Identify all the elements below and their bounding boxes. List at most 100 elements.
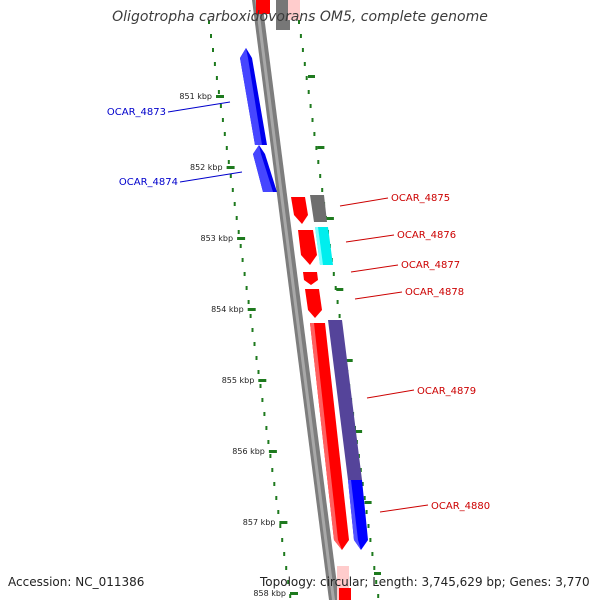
leader-ocar-4874 — [179, 171, 243, 183]
ruler-dot-left — [227, 160, 230, 164]
ruler-dot-right — [309, 104, 312, 108]
ruler-major-tick — [216, 95, 224, 98]
ruler-dot-right — [307, 90, 310, 94]
ruler-major-tick-right — [308, 75, 315, 78]
ruler-dot-left — [273, 482, 276, 486]
ruler-label: 854 kbp — [211, 305, 244, 314]
ruler-dot-left — [253, 342, 256, 346]
gene-partial-top-pink — [288, 0, 300, 20]
accession-text: Accession: NC_011386 — [8, 575, 145, 589]
gene-left-red-5-shade — [310, 323, 342, 550]
gene-label-ocar-4878[interactable]: OCAR_4878 — [405, 287, 464, 298]
ruler-major-tick-right — [345, 359, 353, 362]
ruler-dot-left — [277, 510, 280, 514]
gene-label-ocar-4880[interactable]: OCAR_4880 — [431, 501, 490, 512]
ruler-dot-left — [239, 244, 242, 248]
ruler-major-tick-right — [364, 501, 372, 504]
ruler-dot-left — [247, 300, 250, 304]
gene-label-ocar-4874[interactable]: OCAR_4874 — [119, 177, 178, 188]
ruler-dot-right — [359, 468, 362, 472]
ruler-dot-right — [334, 286, 337, 290]
ruler-dot-right — [321, 188, 324, 192]
ruler-label: 856 kbp — [232, 447, 265, 456]
gene-left-red-2[interactable] — [298, 230, 317, 265]
ruler-dot-left — [231, 188, 234, 192]
leader-ocar-4880 — [379, 504, 429, 513]
ruler-major-tick — [247, 308, 256, 311]
ruler-major-tick — [268, 450, 277, 453]
gene-label-ocar-4875[interactable]: OCAR_4875 — [391, 193, 450, 204]
leader-ocar-4875 — [339, 197, 389, 207]
ruler-dot-left — [223, 132, 226, 136]
gene-partial-top-red — [256, 0, 270, 14]
ruler-dot-right — [363, 496, 366, 500]
ruler-dot-left — [271, 468, 274, 472]
leader-ocar-4876 — [345, 234, 395, 243]
gene-label-ocar-4873[interactable]: OCAR_4873 — [107, 107, 166, 118]
gene-label-ocar-4877[interactable]: OCAR_4877 — [401, 260, 460, 271]
ruler-dot-left — [208, 20, 210, 24]
ruler-dot-left — [225, 146, 228, 150]
ruler-dot-left — [283, 552, 286, 556]
ruler-dot-right — [377, 594, 380, 598]
gene-partial-top-gray — [276, 0, 290, 30]
genome-title: Oligotropha carboxidovorans OM5, complet… — [112, 9, 488, 25]
ruler-dot-right — [303, 62, 306, 66]
gene-ocar-4879[interactable] — [328, 320, 362, 480]
ruler-dot-right — [305, 76, 308, 80]
gene-ocar-4875[interactable] — [310, 195, 327, 222]
gene-ocar-4880-shade — [348, 480, 361, 550]
ruler-dot-right — [375, 580, 378, 584]
ruler-dot-right — [317, 160, 320, 164]
ruler-dot-right — [313, 132, 316, 136]
ruler-dot-left — [245, 286, 248, 290]
ruler-dot-left — [257, 370, 260, 374]
ruler-major-tick — [226, 166, 235, 169]
ruler-dot-right — [301, 48, 304, 52]
genome-backbone-highlight — [255, 0, 335, 600]
ruler-label: 851 kbp — [179, 92, 212, 101]
ruler-dot-left — [221, 118, 224, 122]
gene-label-ocar-4876[interactable]: OCAR_4876 — [397, 230, 456, 241]
ruler-dot-right — [315, 146, 318, 150]
ruler-dot-right — [311, 118, 314, 122]
gene-left-red-3[interactable] — [303, 272, 318, 285]
ruler-major-tick-right — [374, 572, 381, 575]
leader-ocar-4879 — [366, 389, 415, 399]
ruler-dot-left — [287, 580, 290, 584]
gene-left-red-4[interactable] — [305, 289, 322, 318]
ruler-dot-right — [371, 552, 374, 556]
ruler-marks: 851 kbp 852 kbp 853 kbp 854 kbp 855 kbp 856 k… — [179, 75, 381, 598]
ruler-major-tick-right — [336, 288, 344, 291]
gene-label-ocar-4879[interactable]: OCAR_4879 — [417, 386, 476, 397]
ruler-major-tick-right — [317, 146, 325, 149]
ruler-dot-right — [365, 510, 368, 514]
ruler-dot-left — [269, 454, 272, 458]
leader-ocar-4878 — [354, 291, 403, 300]
ruler-label: 855 kbp — [222, 376, 255, 385]
gene-left-red-1[interactable] — [291, 197, 308, 224]
ruler-major-tick — [279, 521, 288, 524]
leader-ocar-4873 — [167, 101, 231, 113]
ruler-dot-left — [210, 34, 212, 38]
ruler-dot-left — [229, 174, 232, 178]
ruler-dot-left — [212, 48, 214, 52]
gene-partial-bottom-red — [339, 588, 351, 600]
ruler-dot-right — [373, 566, 376, 570]
ruler-dot-left — [251, 328, 254, 332]
ruler-dot-left — [289, 594, 292, 598]
ruler-dot-right — [338, 314, 341, 318]
topology-text: Topology: circular; Length: 3,745,629 bp… — [260, 575, 590, 589]
ruler-major-tick — [237, 237, 246, 240]
ruler-dot-left — [213, 62, 216, 66]
ruler-dot-left — [249, 314, 252, 318]
ruler-dot-right — [361, 482, 364, 486]
leader-ocar-4877 — [350, 264, 399, 273]
ruler-dot-left — [267, 440, 270, 444]
ruler-dot-right — [369, 538, 372, 542]
ruler-dot-right — [298, 20, 300, 24]
ruler-dot-left — [233, 202, 236, 206]
ruler-dot-left — [243, 272, 246, 276]
